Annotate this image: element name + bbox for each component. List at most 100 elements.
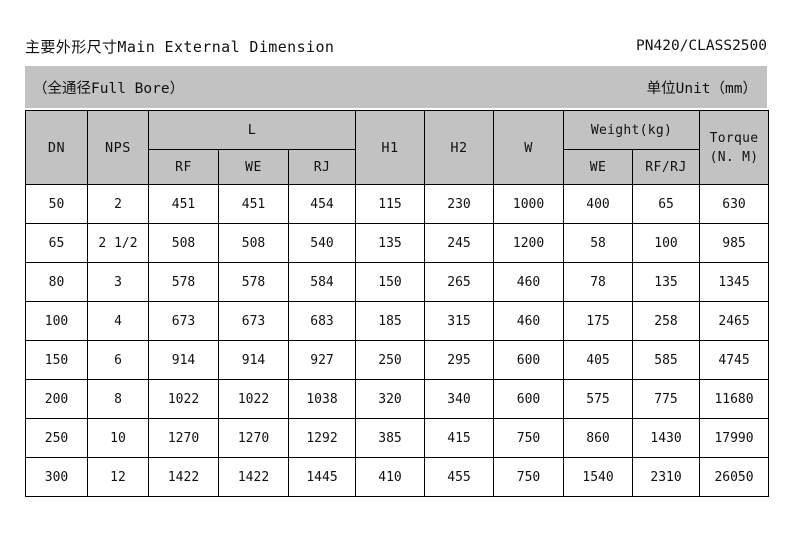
cell-l-rf: 508 bbox=[148, 223, 219, 263]
cell-weight-we: 860 bbox=[563, 418, 634, 458]
cell-h1: 150 bbox=[355, 262, 426, 302]
dimension-table: DN NPS L H1 H2 W Weight(kg) Torque (N. M… bbox=[25, 110, 770, 497]
bore-type-label: （全通径Full Bore） bbox=[33, 80, 185, 97]
cell-torque: 2465 bbox=[699, 301, 770, 341]
pressure-class-label: PN420/CLASS2500 bbox=[636, 38, 767, 54]
col-header-h2: H2 bbox=[424, 110, 495, 185]
table-head: DN NPS L H1 H2 W Weight(kg) Torque (N. M… bbox=[25, 110, 770, 185]
cell-torque: 985 bbox=[699, 223, 770, 263]
cell-weight-rf-rj: 585 bbox=[632, 340, 701, 380]
cell-l-rf: 673 bbox=[148, 301, 219, 341]
cell-l-we: 578 bbox=[218, 262, 289, 302]
cell-h1: 135 bbox=[355, 223, 426, 263]
cell-weight-we: 175 bbox=[563, 301, 634, 341]
table-row: 100 4 673 673 683 185 315 460 175 258 2465 bbox=[25, 301, 770, 341]
cell-weight-we: 400 bbox=[563, 184, 634, 224]
cell-weight-we: 405 bbox=[563, 340, 634, 380]
col-header-l-rf: RF bbox=[148, 149, 219, 185]
cell-w: 1200 bbox=[493, 223, 565, 263]
cell-l-rf: 451 bbox=[148, 184, 219, 224]
cell-dn: 200 bbox=[25, 379, 88, 419]
cell-l-we: 451 bbox=[218, 184, 289, 224]
cell-l-rj: 1038 bbox=[287, 379, 357, 419]
bore-unit-banner: （全通径Full Bore） 单位Unit（mm） bbox=[25, 66, 767, 108]
cell-l-we: 1270 bbox=[218, 418, 289, 458]
cell-weight-rf-rj: 1430 bbox=[632, 418, 701, 458]
cell-w: 460 bbox=[493, 301, 565, 341]
cell-w: 750 bbox=[493, 418, 565, 458]
table-row: 65 2 1/2 508 508 540 135 245 1200 58 100 985 bbox=[25, 223, 770, 263]
table-row: 150 6 914 914 927 250 295 600 405 585 4745 bbox=[25, 340, 770, 380]
cell-weight-we: 78 bbox=[563, 262, 634, 302]
cell-weight-rf-rj: 775 bbox=[632, 379, 701, 419]
cell-h2: 455 bbox=[424, 457, 495, 497]
cell-weight-we: 58 bbox=[563, 223, 634, 263]
unit-label: 单位Unit（mm） bbox=[646, 80, 757, 97]
cell-w: 1000 bbox=[493, 184, 565, 224]
cell-weight-rf-rj: 65 bbox=[632, 184, 701, 224]
table-row: 300 12 1422 1422 1445 410 455 750 1540 2310 26050 bbox=[25, 457, 770, 497]
cell-nps: 10 bbox=[87, 418, 149, 458]
cell-weight-we: 575 bbox=[563, 379, 634, 419]
cell-dn: 80 bbox=[25, 262, 88, 302]
col-header-torque: Torque (N. M) bbox=[699, 110, 770, 185]
cell-dn: 65 bbox=[25, 223, 88, 263]
cell-h2: 245 bbox=[424, 223, 495, 263]
cell-weight-we: 1540 bbox=[563, 457, 634, 497]
dimension-table-wrapper: DN NPS L H1 H2 W Weight(kg) Torque (N. M… bbox=[25, 110, 770, 497]
cell-torque: 4745 bbox=[699, 340, 770, 380]
table-body: 50 2 451 451 454 115 230 1000 400 65 630 65 2 1/2 508… bbox=[25, 184, 770, 497]
cell-l-we: 1422 bbox=[218, 457, 289, 497]
torque-label-line1: Torque bbox=[709, 130, 759, 146]
cell-l-we: 914 bbox=[218, 340, 289, 380]
cell-l-rj: 927 bbox=[287, 340, 357, 380]
col-header-weight-group: Weight(kg) bbox=[563, 110, 701, 150]
cell-l-rf: 1422 bbox=[148, 457, 219, 497]
cell-h1: 385 bbox=[355, 418, 426, 458]
torque-label-line2: (N. M) bbox=[709, 149, 759, 165]
cell-l-rj: 454 bbox=[287, 184, 357, 224]
col-header-w: W bbox=[493, 110, 565, 185]
cell-h2: 415 bbox=[424, 418, 495, 458]
cell-torque: 630 bbox=[699, 184, 770, 224]
col-header-weight-we: WE bbox=[563, 149, 634, 185]
table-row: 250 10 1270 1270 1292 385 415 750 860 1430 17990 bbox=[25, 418, 770, 458]
cell-dn: 300 bbox=[25, 457, 88, 497]
cell-h1: 115 bbox=[355, 184, 426, 224]
cell-l-rj: 1292 bbox=[287, 418, 357, 458]
cell-h1: 250 bbox=[355, 340, 426, 380]
cell-weight-rf-rj: 2310 bbox=[632, 457, 701, 497]
cell-dn: 150 bbox=[25, 340, 88, 380]
cell-l-rf: 1022 bbox=[148, 379, 219, 419]
cell-nps: 12 bbox=[87, 457, 149, 497]
cell-weight-rf-rj: 100 bbox=[632, 223, 701, 263]
cell-dn: 250 bbox=[25, 418, 88, 458]
col-header-nps: NPS bbox=[87, 110, 149, 185]
cell-l-we: 508 bbox=[218, 223, 289, 263]
cell-h2: 340 bbox=[424, 379, 495, 419]
cell-w: 600 bbox=[493, 379, 565, 419]
cell-nps: 8 bbox=[87, 379, 149, 419]
cell-nps: 6 bbox=[87, 340, 149, 380]
cell-h2: 295 bbox=[424, 340, 495, 380]
cell-nps: 3 bbox=[87, 262, 149, 302]
cell-torque: 26050 bbox=[699, 457, 770, 497]
cell-l-rj: 540 bbox=[287, 223, 357, 263]
col-header-weight-rf-rj: RF/RJ bbox=[632, 149, 701, 185]
cell-l-rf: 578 bbox=[148, 262, 219, 302]
cell-h2: 315 bbox=[424, 301, 495, 341]
table-row: 200 8 1022 1022 1038 320 340 600 575 775 11680 bbox=[25, 379, 770, 419]
page-title: 主要外形尺寸Main External Dimension bbox=[25, 37, 335, 56]
cell-w: 460 bbox=[493, 262, 565, 302]
cell-dn: 50 bbox=[25, 184, 88, 224]
cell-h1: 410 bbox=[355, 457, 426, 497]
cell-torque: 17990 bbox=[699, 418, 770, 458]
cell-w: 750 bbox=[493, 457, 565, 497]
cell-weight-rf-rj: 258 bbox=[632, 301, 701, 341]
table-row: 80 3 578 578 584 150 265 460 78 135 1345 bbox=[25, 262, 770, 302]
cell-nps: 4 bbox=[87, 301, 149, 341]
col-header-dn: DN bbox=[25, 110, 88, 185]
cell-h1: 185 bbox=[355, 301, 426, 341]
cell-w: 600 bbox=[493, 340, 565, 380]
